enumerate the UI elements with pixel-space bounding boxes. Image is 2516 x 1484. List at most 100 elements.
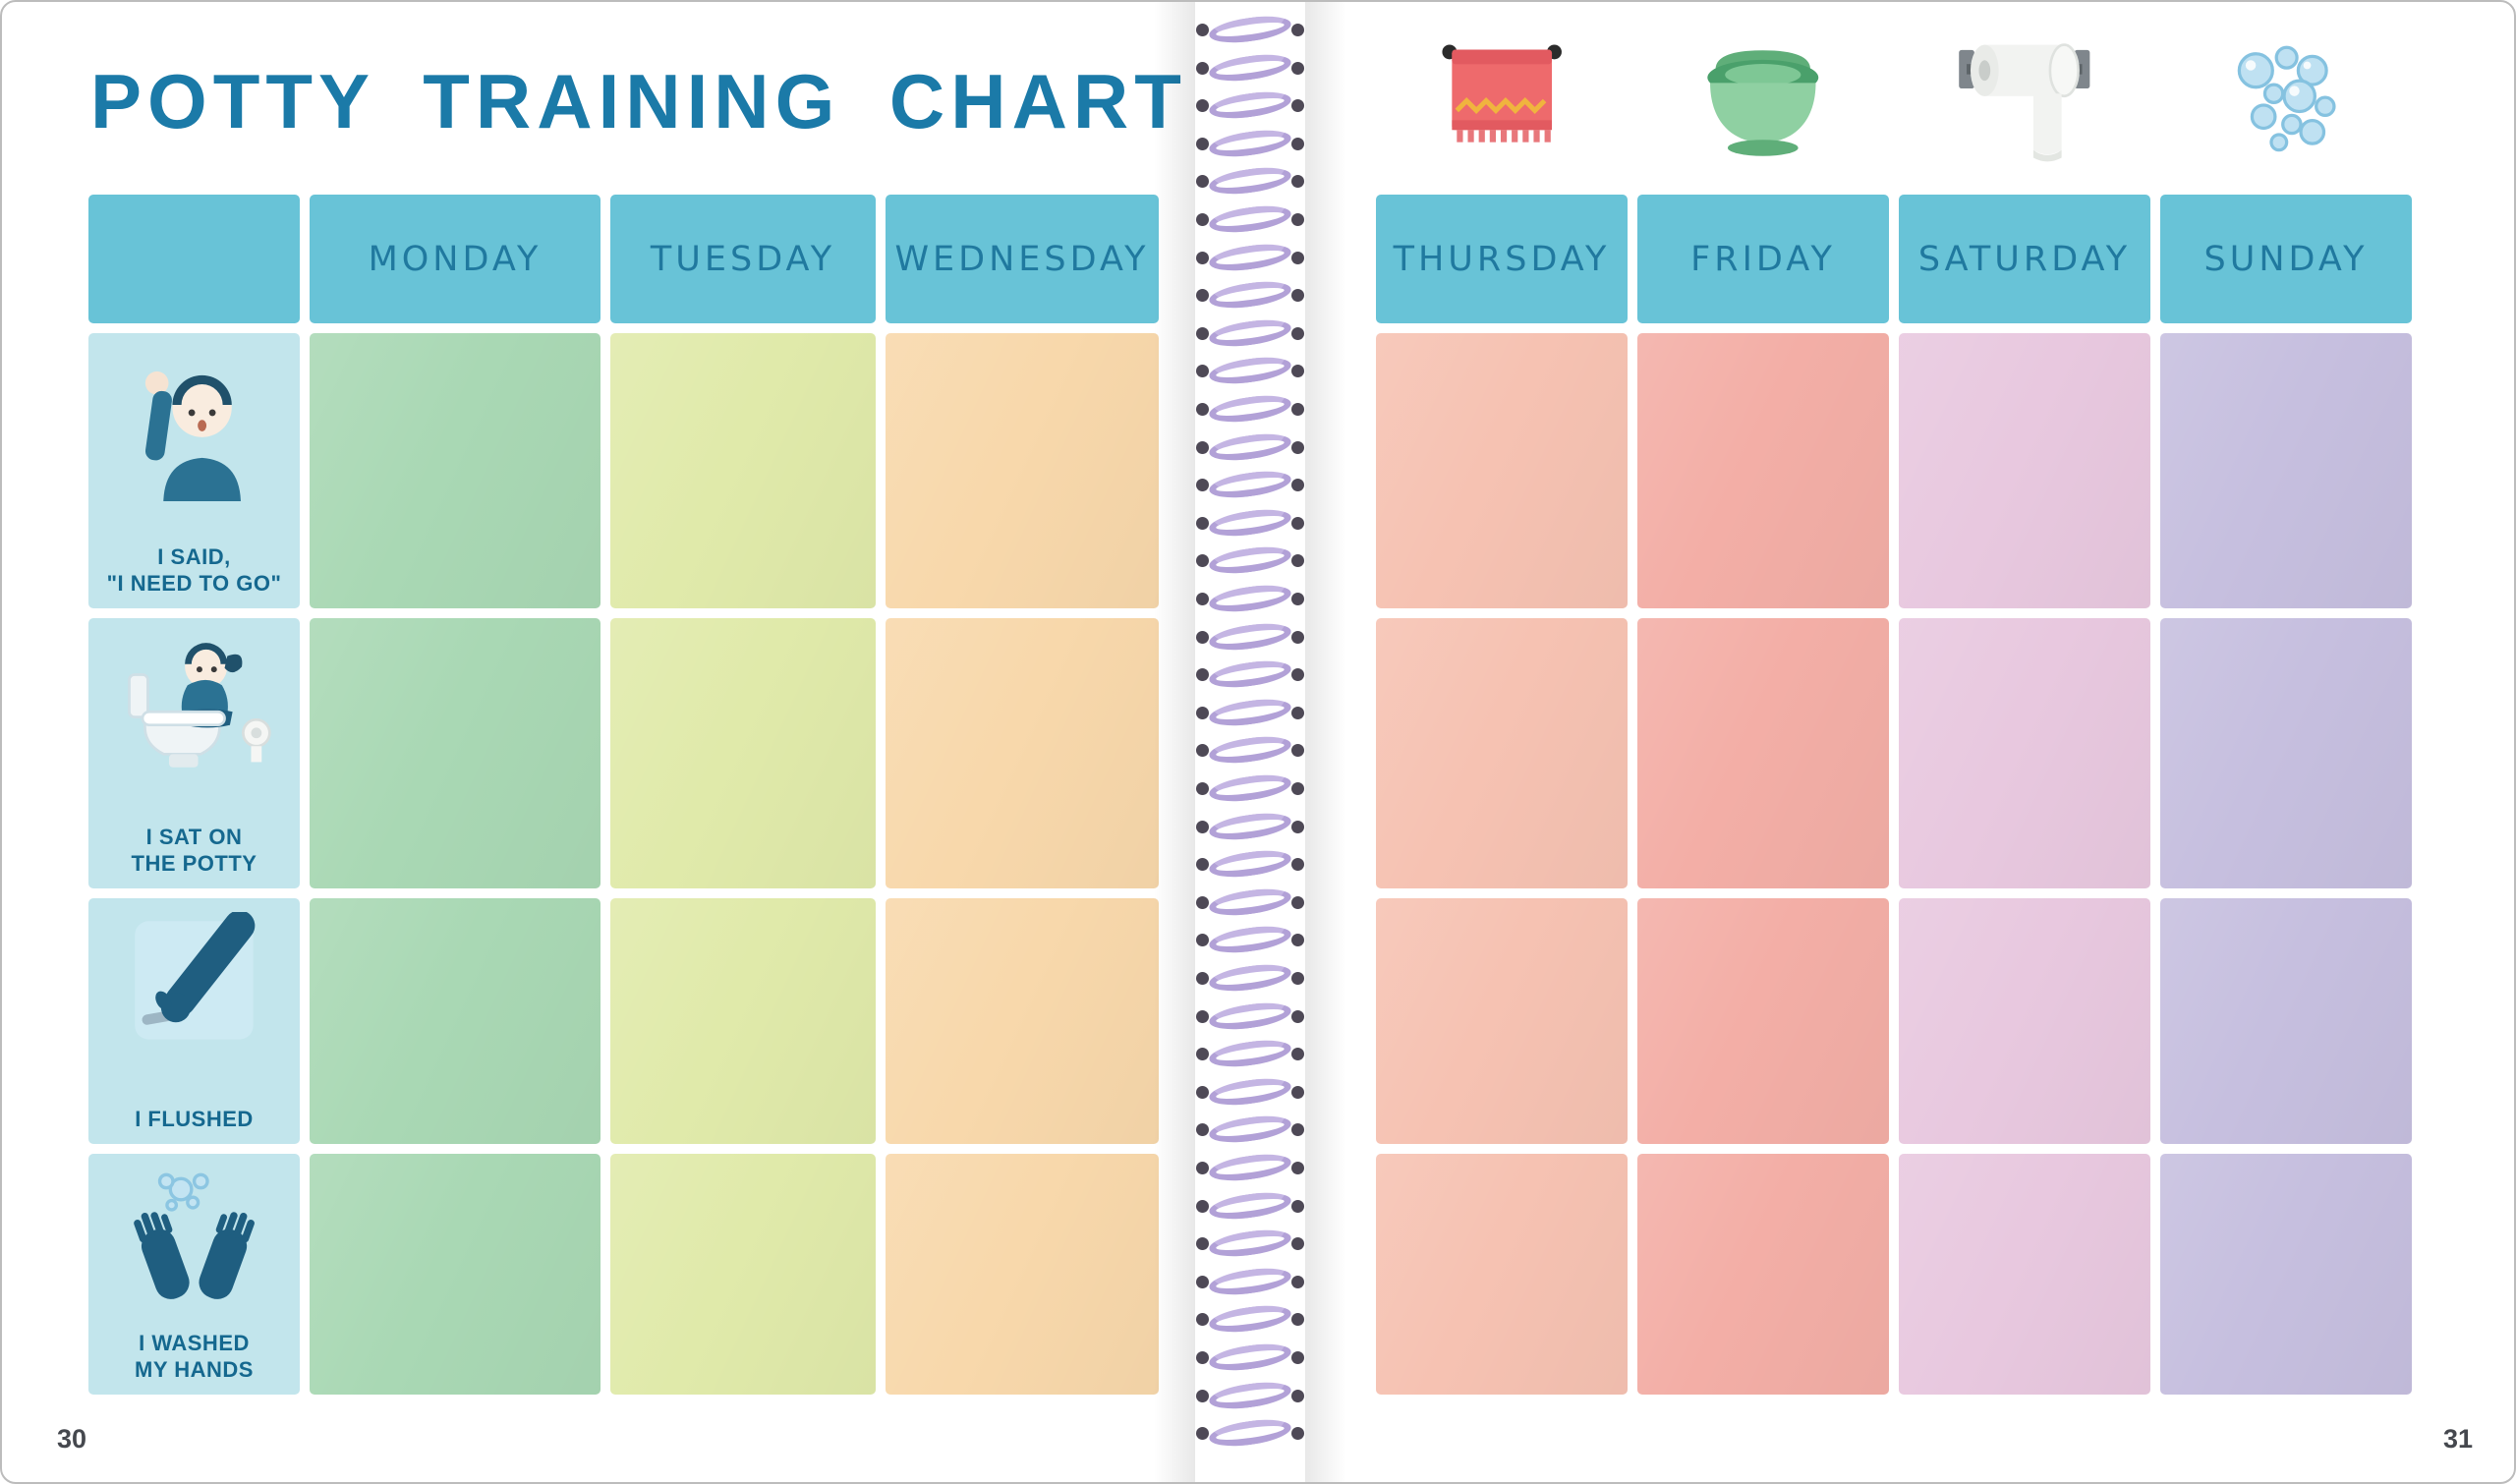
right-page: THURSDAY FRIDAY SATURDAY SUNDAY (1280, 2, 2514, 1482)
spiral-loop (1196, 1112, 1304, 1148)
potty-icon (1707, 50, 1819, 156)
chart-cell-sunday-row1 (2160, 333, 2412, 608)
day-label: THURSDAY (1393, 239, 1611, 279)
day-header-saturday: SATURDAY (1899, 195, 2150, 323)
day-label: FRIDAY (1690, 239, 1836, 279)
row-header-i-sat-on-the-potty: I SAT ON THE POTTY (88, 618, 300, 888)
spiral-loop (1196, 885, 1304, 920)
towel-icon (1442, 44, 1562, 143)
chart-cell-tuesday-row1 (610, 333, 876, 608)
spiral-loop (1196, 428, 1304, 465)
spiral-loop (1196, 1226, 1304, 1261)
left-chart-header: MONDAY TUESDAY WEDNESDAY (88, 195, 1159, 323)
chart-cell-saturday-row3 (1899, 898, 2150, 1144)
spiral-loop (1196, 1187, 1304, 1224)
spiral-loop (1196, 808, 1304, 844)
chart-cell-monday-row3 (310, 898, 600, 1144)
spiral-loop (1196, 315, 1304, 351)
spiral-loop (1196, 1264, 1304, 1299)
spiral-loop (1196, 1415, 1304, 1451)
chart-cell-monday-row4 (310, 1154, 600, 1395)
right-chart-body (1376, 333, 2412, 1395)
day-label: SATURDAY (1917, 239, 2132, 279)
row-header-i-said-i-need-to-go: I SAID, "I NEED TO GO" (88, 333, 300, 608)
spiral-loop (1196, 467, 1304, 502)
spiral-loop (1196, 732, 1304, 769)
flushing-arm-icon (135, 912, 256, 1040)
spiral-loop (1196, 277, 1304, 313)
chart-cell-tuesday-row3 (610, 898, 876, 1144)
spiral-loop (1196, 998, 1304, 1034)
spiral-loop (1196, 12, 1304, 47)
spiral-loop (1196, 960, 1304, 996)
day-header-sunday: SUNDAY (2160, 195, 2412, 323)
toilet-paper-icon (1959, 43, 2090, 162)
chart-cell-friday-row2 (1637, 618, 1889, 888)
chart-cell-wednesday-row2 (886, 618, 1159, 888)
spiral-loop (1196, 163, 1304, 200)
spiral-loop (1196, 695, 1304, 730)
spiral-loop (1196, 1340, 1304, 1375)
spiral-loop (1196, 239, 1304, 275)
chart-cell-monday-row2 (310, 618, 600, 888)
spiral-loop (1196, 49, 1304, 86)
spiral-loop (1196, 1301, 1304, 1338)
right-chart: THURSDAY FRIDAY SATURDAY SUNDAY (1376, 195, 2412, 1395)
row-label: I FLUSHED (135, 1106, 254, 1131)
spiral-loop (1196, 656, 1304, 692)
spiral-binding (1154, 2, 1346, 1482)
chart-cell-thursday-row2 (1376, 618, 1628, 888)
washing-hands-icon (134, 1172, 255, 1299)
chart-cell-sunday-row4 (2160, 1154, 2412, 1395)
spiral-loop (1196, 1036, 1304, 1071)
spiral-loop (1196, 922, 1304, 958)
day-label: SUNDAY (2203, 239, 2369, 279)
day-header-monday: MONDAY (310, 195, 600, 323)
page-number-right: 31 (2442, 1424, 2473, 1454)
spiral-loop (1196, 1377, 1304, 1413)
chart-cell-monday-row1 (310, 333, 600, 608)
chart-cell-thursday-row4 (1376, 1154, 1628, 1395)
left-chart-body: I SAID, "I NEED TO GO" (88, 333, 1159, 1395)
chart-cell-friday-row3 (1637, 898, 1889, 1144)
left-chart: MONDAY TUESDAY WEDNESDAY (88, 195, 1159, 1395)
spiral-loop (1196, 771, 1304, 806)
top-icons-row (1376, 28, 2412, 179)
chart-cell-wednesday-row4 (886, 1154, 1159, 1395)
day-header-friday: FRIDAY (1637, 195, 1889, 323)
chart-cell-saturday-row1 (1899, 333, 2150, 608)
row-header-i-washed-my-hands: I WASHED MY HANDS (88, 1154, 300, 1395)
chart-cell-sunday-row2 (2160, 618, 2412, 888)
spiral-loop (1196, 542, 1304, 579)
page-number-left: 30 (57, 1424, 87, 1454)
chart-cell-tuesday-row2 (610, 618, 876, 888)
day-label: WEDNESDAY (894, 239, 1150, 279)
spiral-loop (1196, 618, 1304, 655)
child-on-potty-icon (128, 643, 271, 768)
chart-cell-wednesday-row3 (886, 898, 1159, 1144)
chart-cell-thursday-row3 (1376, 898, 1628, 1144)
spiral-loop (1196, 201, 1304, 237)
child-waving-icon (144, 371, 241, 502)
day-header-thursday: THURSDAY (1376, 195, 1628, 323)
chart-cell-sunday-row3 (2160, 898, 2412, 1144)
left-page: POTTY TRAINING CHART MONDAY TUESDAY WEDN… (2, 2, 1221, 1482)
page-title: POTTY TRAINING CHART (90, 58, 1187, 144)
spiral-loop (1196, 581, 1304, 616)
row-label: I SAID, "I NEED TO GO" (106, 544, 282, 596)
chart-cell-friday-row4 (1637, 1154, 1889, 1395)
day-label: TUESDAY (650, 239, 836, 279)
spiral-loop (1196, 391, 1304, 427)
soap-bubbles-icon (2237, 45, 2336, 152)
chart-cell-thursday-row1 (1376, 333, 1628, 608)
spiral-loop (1196, 846, 1304, 882)
chart-cell-tuesday-row4 (610, 1154, 876, 1395)
row-label: I SAT ON THE POTTY (131, 825, 257, 876)
spiral-loop (1196, 87, 1304, 123)
day-header-wednesday: WEDNESDAY (886, 195, 1159, 323)
spiral-loop (1196, 1074, 1304, 1110)
right-chart-header: THURSDAY FRIDAY SATURDAY SUNDAY (1376, 195, 2412, 323)
day-label: MONDAY (368, 239, 543, 279)
chart-cell-wednesday-row1 (886, 333, 1159, 608)
